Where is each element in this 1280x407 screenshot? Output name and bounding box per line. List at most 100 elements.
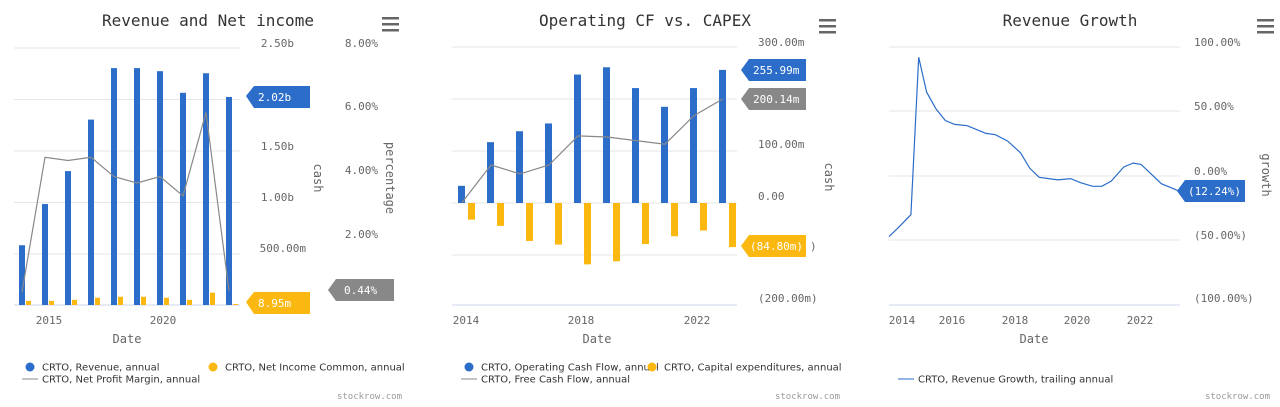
flag-operating-cf: 255.99m — [741, 59, 806, 81]
net-income-bar[interactable] — [141, 296, 146, 305]
legend-marker — [208, 362, 218, 372]
flag-label: 255.99m — [753, 64, 800, 77]
x-tick-label: 2014 — [453, 314, 480, 327]
legend-item[interactable]: CRTO, Net Profit Margin, annual — [22, 375, 200, 386]
revenue-bar[interactable] — [134, 68, 140, 305]
hamburger-menu-icon[interactable] — [1257, 19, 1274, 34]
y-tick-label: (100.00%) — [1194, 292, 1254, 305]
legend-item[interactable]: CRTO, Revenue Growth, trailing annual — [898, 375, 1113, 386]
operating-cf-bar[interactable] — [690, 88, 697, 203]
net-income-bar[interactable] — [72, 299, 77, 305]
legend-item[interactable]: CRTO, Free Cash Flow, annual — [461, 375, 630, 386]
capex-bar[interactable] — [729, 203, 736, 248]
line-series-group — [461, 98, 724, 203]
capex-bar[interactable] — [613, 203, 620, 262]
net-income-bar[interactable] — [210, 292, 215, 305]
flag-label: 2.02b — [258, 91, 291, 104]
legend-item[interactable]: CRTO, Capital expenditures, annual — [647, 362, 842, 374]
flag-shape — [246, 292, 310, 314]
net-income-bar[interactable] — [26, 300, 31, 305]
hamburger-menu-icon[interactable] — [382, 17, 399, 32]
net-income-bar[interactable] — [233, 304, 238, 305]
chart-operating-cf-capex: Operating CF vs. CAPEX 300.00m 100.00m 0… — [452, 11, 842, 402]
legend-label: CRTO, Operating Cash Flow, annual — [481, 363, 659, 374]
capex-bar[interactable] — [468, 203, 475, 220]
flag-shape — [246, 86, 310, 108]
legend: CRTO, Operating Cash Flow, annual CRTO, … — [461, 362, 842, 386]
y-tick-label: 500.00m — [260, 242, 307, 255]
bar-series-group — [458, 67, 736, 265]
capex-bar[interactable] — [700, 203, 707, 231]
net-profit-margin-line[interactable] — [21, 112, 230, 293]
y-tick-label: 1.50b — [261, 140, 294, 153]
chart-revenue-growth: Revenue Growth 100.00% 50.00% 0.00% (50.… — [888, 11, 1274, 402]
revenue-bar[interactable] — [19, 245, 25, 305]
capex-bar[interactable] — [497, 203, 504, 226]
capex-bar[interactable] — [526, 203, 533, 241]
x-tick-label: 2018 — [568, 314, 595, 327]
x-tick-label: 2014 — [889, 314, 916, 327]
x-tick-label: 2022 — [1127, 314, 1154, 327]
revenue-bar[interactable] — [226, 96, 232, 305]
y2-tick-label: 4.00% — [345, 164, 378, 177]
revenue-growth-line[interactable] — [888, 57, 1190, 238]
y-tick-label: (50.00%) — [1194, 229, 1247, 242]
net-income-bar[interactable] — [118, 296, 123, 305]
legend-item[interactable]: CRTO, Net Income Common, annual — [208, 362, 405, 374]
operating-cf-bar[interactable] — [516, 131, 523, 203]
capex-bar[interactable] — [671, 203, 678, 237]
revenue-bar[interactable] — [111, 68, 117, 305]
y-axis-title: growth — [1259, 153, 1273, 196]
legend-item[interactable]: CRTO, Revenue, annual — [25, 362, 160, 374]
revenue-bar[interactable] — [88, 119, 94, 305]
capex-bar[interactable] — [642, 203, 649, 245]
revenue-bar[interactable] — [180, 92, 186, 305]
operating-cf-bar[interactable] — [545, 123, 552, 203]
free-cash-flow-line[interactable] — [461, 98, 724, 203]
capex-bar[interactable] — [584, 203, 591, 265]
flag-label: 8.95m — [258, 297, 291, 310]
operating-cf-bar[interactable] — [574, 74, 581, 203]
chart-title: Revenue Growth — [1003, 11, 1138, 30]
legend-item[interactable]: CRTO, Operating Cash Flow, annual — [464, 362, 659, 374]
operating-cf-bar[interactable] — [719, 69, 726, 204]
credits[interactable]: stockrow.com — [775, 392, 840, 402]
x-tick-label: 2016 — [939, 314, 966, 327]
x-tick-label: 2015 — [36, 314, 63, 327]
x-tick-label: 2020 — [150, 314, 177, 327]
flag-shape — [328, 279, 394, 301]
legend-label: CRTO, Free Cash Flow, annual — [481, 375, 630, 386]
revenue-bar[interactable] — [157, 71, 163, 305]
x-axis-title: Date — [113, 332, 142, 346]
net-income-bar[interactable] — [49, 300, 54, 305]
net-income-bar[interactable] — [164, 297, 169, 305]
x-axis-title: Date — [1020, 332, 1049, 346]
legend-label: CRTO, Net Income Common, annual — [225, 363, 405, 374]
y-tick-label: (200.00m) — [758, 292, 818, 305]
operating-cf-bar[interactable] — [603, 67, 610, 203]
y-axis-title: cash — [822, 163, 836, 192]
flag-shape — [741, 59, 806, 81]
operating-cf-bar[interactable] — [458, 185, 465, 203]
operating-cf-bar[interactable] — [632, 88, 639, 203]
net-income-bar[interactable] — [95, 297, 100, 305]
credits[interactable]: stockrow.com — [1205, 392, 1270, 402]
flag-label: (12.24%) — [1188, 185, 1241, 198]
revenue-bar[interactable] — [203, 73, 209, 305]
operating-cf-bar[interactable] — [487, 142, 494, 203]
credits[interactable]: stockrow.com — [337, 392, 402, 402]
flag-revenue: 2.02b — [246, 86, 310, 108]
legend-marker — [464, 362, 474, 372]
legend-label: CRTO, Capital expenditures, annual — [664, 363, 842, 374]
y2-axis-title: percentage — [383, 142, 397, 214]
capex-bar[interactable] — [555, 203, 562, 245]
x-tick-label: 2020 — [1064, 314, 1091, 327]
revenue-bar[interactable] — [65, 171, 71, 305]
legend-label: CRTO, Revenue, annual — [42, 363, 160, 374]
operating-cf-bar[interactable] — [661, 106, 668, 203]
line-series-group — [888, 57, 1190, 238]
net-income-bar[interactable] — [187, 299, 192, 305]
hamburger-menu-icon[interactable] — [819, 19, 836, 34]
revenue-bar[interactable] — [42, 204, 48, 305]
